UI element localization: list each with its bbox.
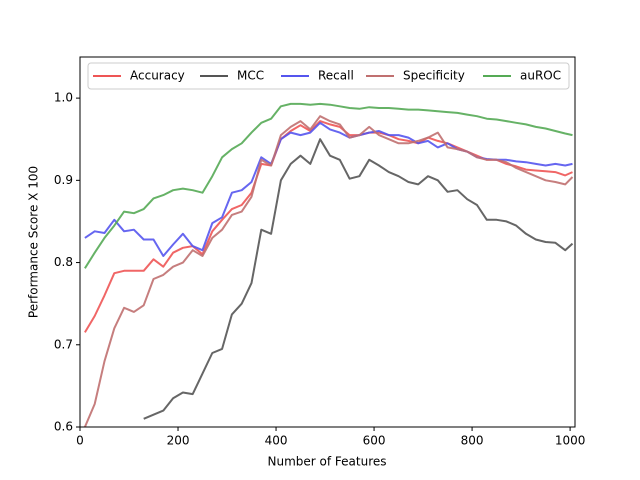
x-tick-label: 800 (461, 434, 484, 448)
series-line (84, 102, 573, 269)
plot-frame (79, 56, 576, 428)
x-tick-label: 600 (363, 434, 386, 448)
y-tick-label: 0.7 (54, 337, 73, 351)
x-tick-label: 1000 (555, 434, 586, 448)
x-tick-label: 0 (76, 434, 84, 448)
y-tick-label: 1.0 (54, 91, 73, 105)
x-tick-label: 400 (265, 434, 288, 448)
y-tick-label: 0.6 (54, 420, 73, 434)
legend-label: Specificity (403, 69, 465, 83)
legend-label: Accuracy (130, 69, 185, 83)
legend-label: auROC (520, 69, 561, 83)
legend-box (87, 62, 570, 90)
y-axis-label: Performance Score X 100 (27, 166, 41, 318)
y-tick-label: 0.9 (54, 173, 73, 187)
x-tick-label: 200 (167, 434, 190, 448)
y-tick-label: 0.8 (54, 255, 73, 269)
plot-lines (83, 102, 574, 427)
series-line (83, 115, 574, 427)
legend: Accuracy MCC Recall Specificity auROC (87, 62, 570, 90)
legend-label: MCC (237, 69, 264, 83)
series-line (143, 138, 574, 420)
legend-label: Recall (318, 69, 354, 83)
x-axis-label: Number of Features (268, 455, 387, 469)
